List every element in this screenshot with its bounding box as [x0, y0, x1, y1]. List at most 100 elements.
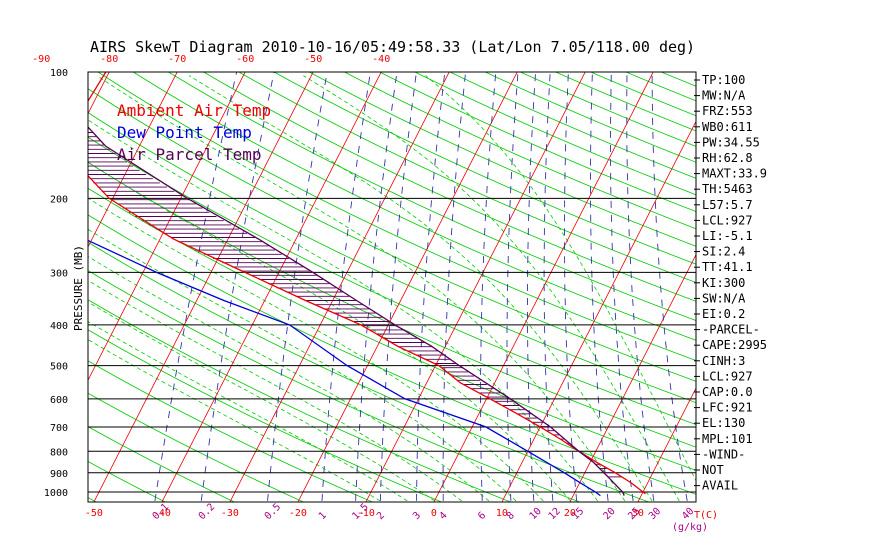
mixing-ratio-line	[610, 72, 634, 501]
stability-index: NOT	[702, 463, 724, 477]
dry-adiabat-line	[88, 88, 696, 382]
top-temperature-tick-label: -50	[304, 54, 322, 65]
moist-adiabat-line	[88, 161, 571, 502]
mixing-ratio-line	[651, 72, 688, 501]
mixing-ratio-line	[200, 72, 275, 501]
mixing-ratio-line	[379, 72, 417, 501]
pressure-tick-labels: 100 200 300 400 500 600 700 800 900 1000	[44, 68, 68, 499]
isotherm-line	[501, 120, 696, 502]
mixing-ratio-tick-label: 30	[647, 506, 663, 522]
x-axis-unit-label: T(C)	[694, 510, 718, 521]
top-temperature-tick-label: -70	[168, 54, 186, 65]
stability-index: RH:62.8	[702, 151, 753, 165]
legend-entry: Air Parcel Temp	[117, 145, 262, 164]
mixing-ratio-line	[442, 72, 467, 501]
top-temperature-tick-label: -90	[32, 54, 50, 65]
top-temperature-tick-labels: -120-110-100-90-80-70-60-50-40	[32, 54, 390, 65]
pressure-tick-label: 900	[50, 469, 68, 480]
stability-index: MPL:101	[702, 432, 753, 446]
dry-adiabat-line	[238, 72, 696, 284]
stability-index: FRZ:553	[702, 104, 753, 118]
stability-index: LFC:921	[702, 401, 753, 415]
pressure-tick-label: 600	[50, 395, 68, 406]
dry-adiabat-line	[167, 72, 696, 322]
dry-adiabat-line	[413, 72, 696, 196]
bottom-temperature-tick-label: 20	[564, 508, 576, 519]
stability-index: SW:N/A	[702, 291, 746, 305]
dry-adiabat-line	[88, 214, 696, 495]
isotherm-line	[837, 62, 870, 512]
bottom-temperature-tick-label: -10	[357, 508, 375, 519]
mixing-ratio-tick-label: 10	[528, 506, 544, 522]
isotherms	[0, 62, 870, 512]
top-temperature-tick-label: -80	[100, 54, 118, 65]
moist-adiabat-line	[303, 75, 680, 502]
isotherm-line	[88, 72, 110, 115]
moist-adiabat-line	[425, 75, 696, 482]
dry-adiabat-line	[88, 497, 98, 502]
stability-index: TP:100	[702, 73, 745, 87]
dry-adiabat-line	[88, 270, 581, 502]
dry-adiabat-line	[132, 72, 696, 341]
stability-index: CAP:0.0	[702, 385, 753, 399]
stability-index: TH:5463	[702, 182, 753, 196]
plot-frame	[87, 71, 697, 503]
mixing-ratio-line	[506, 72, 519, 501]
stability-index: WB0:611	[702, 120, 753, 134]
moist-adiabat-line	[88, 197, 544, 502]
top-temperature-tick-label: -60	[236, 54, 254, 65]
dry-adiabat-line	[273, 72, 696, 265]
isotherm-line	[88, 72, 178, 248]
bottom-temperature-tick-label: -40	[153, 508, 171, 519]
stability-index: PW:34.55	[702, 135, 760, 149]
sounding-series	[88, 72, 646, 497]
dry-adiabat-line	[88, 136, 696, 425]
ambient-air-temp-line	[88, 72, 646, 495]
stability-index: KI:300	[702, 276, 745, 290]
mixing-ratio-unit-label: (g/kg)	[672, 522, 708, 533]
mixing-ratio-line	[590, 72, 609, 501]
mixing-ratio-line	[321, 72, 371, 501]
stability-index: LI:-5.1	[702, 229, 753, 243]
pressure-tick-label: 400	[50, 321, 68, 332]
stability-index: LCL:927	[702, 369, 753, 383]
dry-adiabat-line	[88, 392, 305, 502]
stability-index: LCL:927	[702, 213, 753, 227]
dry-adiabat-line	[660, 72, 696, 87]
dry-adiabat-line	[449, 72, 696, 179]
dry-adiabat-line	[88, 299, 512, 502]
moist-adiabat-line	[88, 321, 408, 502]
mixing-ratio-line	[355, 72, 398, 501]
dry-adiabat-line	[88, 161, 696, 448]
mixing-ratio-tick-label: 4	[438, 510, 450, 522]
mixing-ratio-tick-label: 12	[547, 506, 563, 522]
mixing-ratio-lines	[154, 72, 688, 501]
stability-index: MAXT:33.9	[702, 167, 767, 181]
bottom-temperature-tick-labels: -50 -40 -30 -20 -10 0 10 20 30	[85, 508, 644, 519]
air-parcel-temp-line	[88, 126, 625, 496]
dry-adiabat-line	[88, 329, 443, 502]
dry-adiabat-line	[97, 72, 696, 361]
y-axis-label: PRESSURE (MB)	[72, 245, 85, 331]
mixing-ratio-tick-label: 1	[317, 510, 329, 522]
isotherm-line	[0, 62, 46, 512]
bottom-temperature-tick-label: 0	[431, 508, 437, 519]
stability-index: CAPE:2995	[702, 338, 767, 352]
stability-index: L57:5.7	[702, 198, 753, 212]
mixing-ratio-line	[154, 72, 238, 501]
bottom-temperature-tick-label: 30	[632, 508, 644, 519]
stability-index: MW:N/A	[702, 89, 746, 103]
isotherm-line	[637, 387, 696, 502]
mixing-ratio-tick-label: 0.5	[263, 502, 284, 523]
mixing-ratio-line	[267, 72, 328, 501]
stability-index: -PARCEL-	[702, 323, 760, 337]
dry-adiabat-line	[308, 72, 696, 247]
chart-legend: Ambient Air Temp Dew Point Temp Air Parcel…	[117, 101, 271, 164]
stability-index: SI:2.4	[702, 245, 745, 259]
chart-title: AIRS SkewT Diagram 2010-10-16/05:49:58.3…	[90, 38, 695, 56]
mixing-ratio-tick-label: 0.1	[151, 502, 172, 523]
dew-point-temp-line	[88, 239, 601, 497]
mixing-ratio-line	[527, 72, 537, 501]
stability-index: CINH:3	[702, 354, 745, 368]
